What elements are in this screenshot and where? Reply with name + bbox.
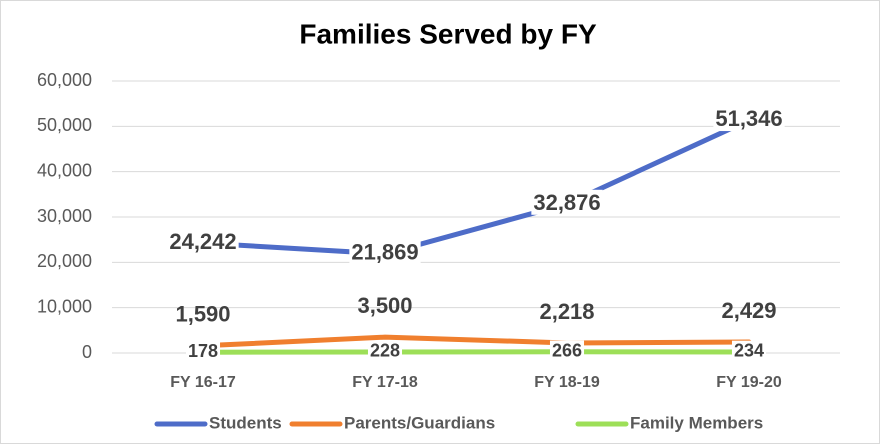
data-label: 32,876: [533, 190, 600, 215]
x-tick-label: FY 19-20: [716, 374, 782, 391]
data-label-bg: [367, 340, 403, 361]
data-label: 21,869: [351, 240, 418, 265]
data-label-bg: [349, 239, 421, 265]
data-label: 266: [552, 341, 582, 361]
data-label-bg: [531, 189, 603, 215]
chart-title: Families Served by FY: [299, 18, 597, 49]
data-label: 1,590: [175, 302, 230, 327]
data-label: 3,500: [357, 293, 412, 318]
data-label: 2,429: [721, 298, 776, 323]
legend-label: Students: [209, 413, 282, 432]
y-tick-label: 40,000: [37, 160, 92, 180]
y-tick-label: 30,000: [37, 206, 92, 226]
data-label-bg: [713, 106, 785, 132]
x-tick-label: FY 18-19: [534, 374, 600, 391]
legend-label: Family Members: [630, 413, 763, 432]
line-series: [200, 117, 752, 257]
y-tick-label: 50,000: [37, 115, 92, 135]
y-tick-label: 60,000: [37, 70, 92, 90]
line-series: [200, 334, 752, 349]
y-tick-label: 0: [82, 342, 92, 362]
y-tick-label: 20,000: [37, 251, 92, 271]
data-label: 51,346: [715, 106, 782, 131]
data-label: 178: [188, 341, 218, 361]
x-tick-label: FY 16-17: [170, 374, 236, 391]
data-label-bg: [549, 340, 585, 361]
legend-label: Parents/Guardians: [344, 413, 495, 432]
data-label: 24,242: [169, 229, 236, 254]
x-tick-label: FY 17-18: [352, 374, 418, 391]
data-label-bg: [167, 228, 239, 254]
data-label-bg: [731, 340, 767, 361]
data-label: 2,218: [539, 299, 594, 324]
data-label-bg: [185, 340, 221, 361]
data-label: 228: [370, 341, 400, 361]
y-tick-label: 10,000: [37, 296, 92, 316]
data-label: 234: [734, 341, 764, 361]
